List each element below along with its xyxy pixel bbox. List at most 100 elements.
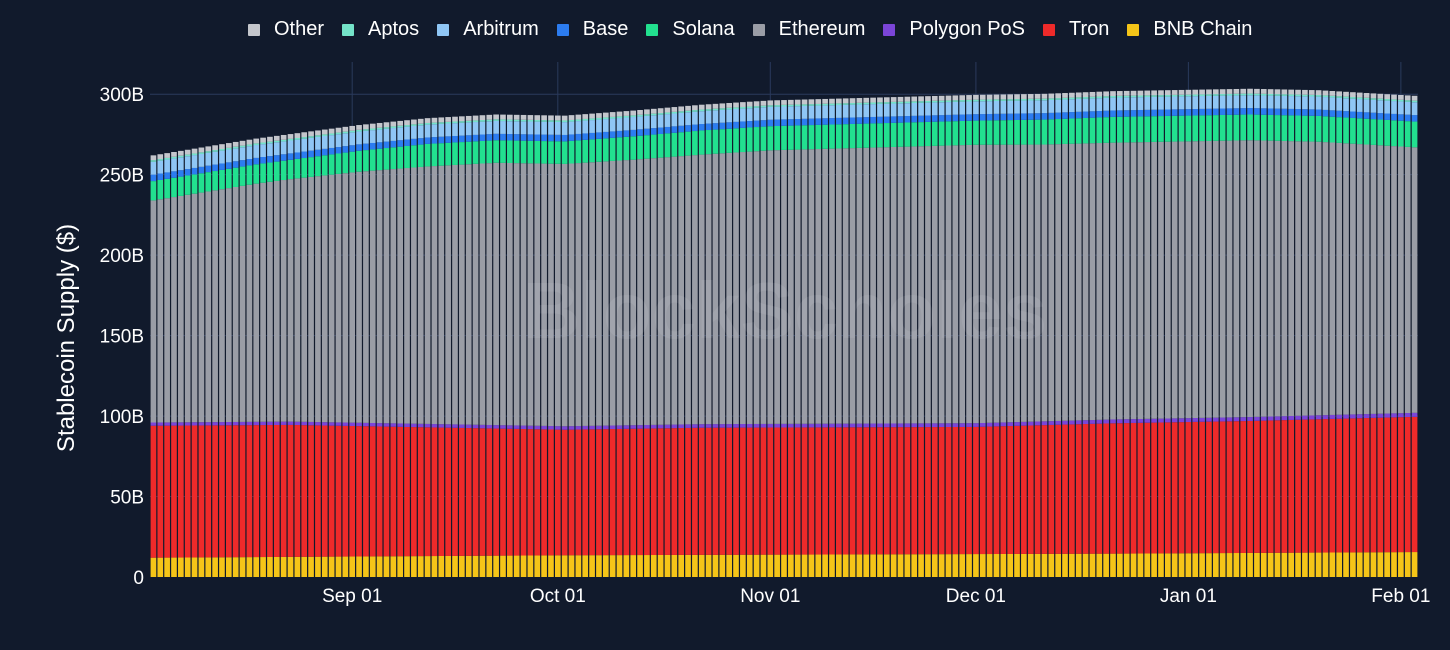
bar-stack-day[interactable] [623,111,630,577]
bar-segment-bnb-chain[interactable] [568,555,575,577]
bar-segment-solana[interactable] [1267,114,1274,141]
bar-segment-arbitrum[interactable] [178,157,184,171]
bar-segment-other[interactable] [1096,91,1103,97]
bar-segment-aptos[interactable] [232,146,239,149]
bar-segment-base[interactable] [1171,109,1178,116]
bar-segment-aptos[interactable] [500,119,506,122]
bar-segment-tron[interactable] [513,428,520,556]
bar-segment-other[interactable] [890,97,897,102]
legend-item-tron[interactable]: Tron [1043,18,1109,41]
bar-segment-arbitrum[interactable] [541,121,547,135]
bar-segment-tron[interactable] [767,427,774,555]
bar-segment-aptos[interactable] [308,136,314,138]
bar-segment-ethereum[interactable] [719,153,726,425]
bar-segment-solana[interactable] [253,164,260,184]
bar-segment-ethereum[interactable] [1212,140,1219,418]
bar-stack-day[interactable] [1260,89,1267,577]
bar-segment-ethereum[interactable] [801,149,808,424]
bar-segment-bnb-chain[interactable] [1158,553,1164,577]
bar-stack-day[interactable] [328,128,335,577]
bar-segment-solana[interactable] [1350,117,1356,144]
bar-segment-solana[interactable] [548,141,554,164]
bar-segment-aptos[interactable] [219,149,225,151]
bar-segment-solana[interactable] [1027,119,1034,145]
bar-segment-solana[interactable] [993,120,1000,145]
bar-segment-base[interactable] [931,115,938,122]
bar-segment-other[interactable] [280,134,287,140]
bar-segment-ethereum[interactable] [178,195,184,423]
bar-segment-aptos[interactable] [1027,98,1034,101]
bar-segment-solana[interactable] [883,123,890,148]
bar-segment-base[interactable] [1384,113,1390,120]
bar-segment-tron[interactable] [904,427,911,555]
bar-segment-tron[interactable] [1021,425,1027,554]
bar-segment-ethereum[interactable] [548,163,554,427]
bar-segment-other[interactable] [1302,89,1308,95]
bar-stack-day[interactable] [1240,88,1247,577]
bar-segment-aptos[interactable] [315,135,321,137]
bar-segment-tron[interactable] [1254,420,1260,553]
bar-segment-polygon-pos[interactable] [534,425,541,430]
bar-segment-other[interactable] [1000,94,1007,100]
bar-segment-solana[interactable] [390,147,397,170]
bar-segment-other[interactable] [184,149,191,155]
bar-segment-polygon-pos[interactable] [225,422,232,426]
bar-segment-tron[interactable] [273,424,280,557]
bar-segment-bnb-chain[interactable] [1356,552,1363,577]
bar-segment-other[interactable] [1171,90,1178,95]
bar-segment-tron[interactable] [417,427,424,557]
bar-segment-arbitrum[interactable] [465,122,472,136]
bar-segment-other[interactable] [705,104,712,110]
bar-segment-arbitrum[interactable] [225,149,232,163]
bar-segment-polygon-pos[interactable] [397,423,403,427]
bar-segment-bnb-chain[interactable] [815,554,822,577]
bar-segment-other[interactable] [1226,89,1233,94]
bar-segment-solana[interactable] [712,129,719,154]
bar-segment-polygon-pos[interactable] [417,423,424,428]
bar-segment-arbitrum[interactable] [822,105,828,119]
bar-segment-tron[interactable] [637,428,643,556]
bar-segment-tron[interactable] [630,428,637,556]
bar-segment-ethereum[interactable] [397,168,403,424]
bar-segment-aptos[interactable] [959,100,966,102]
bar-segment-ethereum[interactable] [1391,146,1397,414]
bar-segment-aptos[interactable] [1110,95,1116,98]
bar-segment-tron[interactable] [219,425,225,558]
bar-segment-bnb-chain[interactable] [219,557,225,577]
bar-stack-day[interactable] [726,102,732,577]
bar-segment-base[interactable] [1336,110,1342,118]
bar-stack-day[interactable] [1192,89,1199,577]
bar-segment-aptos[interactable] [328,133,335,136]
bar-segment-polygon-pos[interactable] [1199,417,1205,422]
bar-segment-bnb-chain[interactable] [753,554,760,577]
bar-segment-aptos[interactable] [1014,99,1020,101]
bar-segment-aptos[interactable] [863,102,870,105]
bar-segment-polygon-pos[interactable] [1233,417,1240,422]
bar-stack-day[interactable] [1199,89,1205,577]
bar-segment-solana[interactable] [685,131,691,156]
bar-segment-solana[interactable] [1144,116,1151,143]
bar-segment-arbitrum[interactable] [349,132,356,146]
bar-segment-bnb-chain[interactable] [376,556,383,577]
bar-stack-day[interactable] [1295,89,1301,577]
bar-segment-other[interactable] [479,115,486,121]
bar-segment-ethereum[interactable] [897,146,904,424]
bar-segment-other[interactable] [1212,89,1219,95]
bar-segment-ethereum[interactable] [753,151,760,424]
bar-segment-arbitrum[interactable] [294,139,301,153]
bar-segment-bnb-chain[interactable] [369,556,376,577]
bar-segment-bnb-chain[interactable] [1233,553,1240,577]
bar-segment-tron[interactable] [1212,421,1219,554]
bar-segment-tron[interactable] [1199,421,1205,554]
bar-segment-aptos[interactable] [1130,95,1137,98]
bar-stack-day[interactable] [1055,93,1061,577]
bar-segment-tron[interactable] [239,425,246,558]
bar-segment-polygon-pos[interactable] [1137,418,1144,423]
bar-segment-tron[interactable] [781,427,787,555]
bar-segment-base[interactable] [411,138,417,146]
bar-segment-arbitrum[interactable] [863,104,870,118]
bar-segment-tron[interactable] [801,427,808,555]
bar-segment-arbitrum[interactable] [1185,96,1192,110]
bar-segment-base[interactable] [171,171,177,178]
bar-segment-base[interactable] [753,120,760,128]
